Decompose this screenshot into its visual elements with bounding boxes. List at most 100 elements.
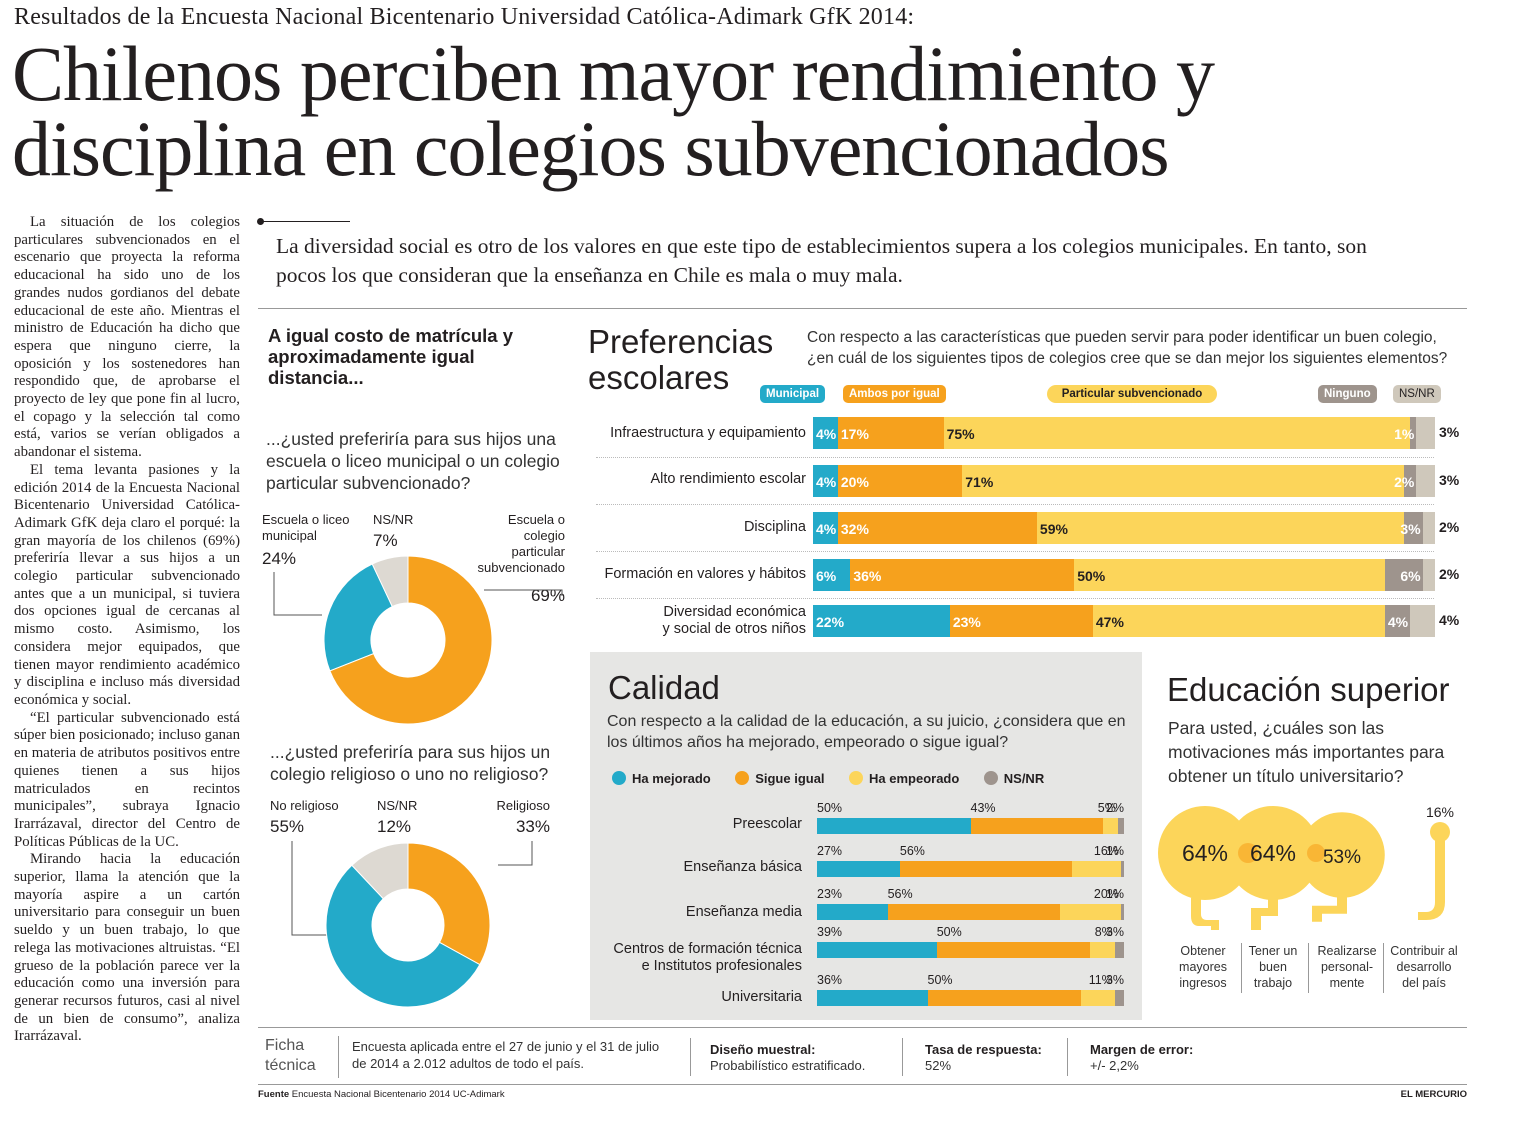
donut2-leader-right bbox=[498, 841, 533, 866]
educacion-category-line: mayores bbox=[1179, 960, 1227, 974]
calidad-bar-label: 23% bbox=[817, 887, 843, 901]
educacion-category-line: trabajo bbox=[1253, 976, 1293, 990]
calidad-category: Preescolar bbox=[732, 816, 802, 832]
educacion-category-line: ingresos bbox=[1179, 976, 1227, 990]
preferencias-title: Preferencias escolares bbox=[588, 324, 773, 396]
pref-bar-segment bbox=[1410, 605, 1435, 637]
calidad-title: Calidad bbox=[608, 669, 720, 706]
kicker: Resultados de la Encuesta Nacional Bicen… bbox=[14, 4, 915, 30]
legend-label: Ha mejorado bbox=[632, 771, 711, 786]
ficha-tasa-heading: Tasa de respuesta: bbox=[925, 1042, 1042, 1057]
calidad-bar-segment bbox=[887, 904, 1060, 920]
calidad-bar-label: 16% bbox=[1093, 844, 1119, 858]
educacion-value: 16% bbox=[1426, 805, 1454, 820]
body-paragraph: Mirando hacia la educación superior, lla… bbox=[14, 851, 240, 1045]
ficha-divider bbox=[902, 1038, 903, 1076]
legend-label: Ha empeorado bbox=[869, 771, 960, 786]
educacion-stem bbox=[1418, 840, 1445, 920]
calidad-bar-segment bbox=[817, 942, 937, 958]
pref-bar-label: 4% bbox=[1439, 612, 1460, 628]
pref-divider bbox=[596, 598, 1434, 599]
pref-bar-label: 2% bbox=[1439, 519, 1460, 535]
educacion-circle bbox=[1430, 822, 1450, 842]
educacion-category-line: desarrollo bbox=[1396, 960, 1452, 974]
legend-item: Ha empeorado bbox=[849, 771, 959, 786]
calidad-category-line: Centros de formación técnica bbox=[613, 941, 802, 957]
pref-bar-segment bbox=[813, 417, 838, 449]
educacion-overlap bbox=[1307, 844, 1325, 862]
donut1-label-municipal: Escuela o liceo municipal bbox=[262, 512, 350, 543]
legend-ambos: Ambos por igual bbox=[843, 385, 946, 403]
pref-bar-segment bbox=[850, 559, 1075, 591]
educacion-stem bbox=[1251, 898, 1278, 930]
donut1-slices bbox=[323, 555, 493, 725]
calidad-category: Centros de formación técnica e Instituto… bbox=[596, 941, 802, 975]
pref-bar-label: 3% bbox=[1400, 521, 1421, 537]
pref-bar-segment bbox=[837, 512, 1037, 544]
pref-category-line: y social de otros niños bbox=[662, 621, 806, 637]
calidad-category: Enseñanza media bbox=[685, 904, 802, 920]
legend-dot bbox=[983, 771, 998, 785]
pref-bar-segment bbox=[813, 465, 838, 497]
calidad-bar-segment bbox=[817, 861, 900, 877]
legend-item: NS/NR bbox=[983, 771, 1044, 786]
educacion-category: Obtener mayores ingresos bbox=[1168, 943, 1238, 991]
pref-bar-segment bbox=[1416, 465, 1435, 497]
fuente-label: Fuente bbox=[258, 1089, 290, 1100]
calidad-bar-segment bbox=[1090, 942, 1115, 958]
ficha-divider bbox=[338, 1036, 339, 1078]
pref-divider bbox=[596, 457, 1434, 458]
educacion-category-line: Realizarse bbox=[1317, 944, 1377, 958]
ficha-margen-heading: Margen de error: bbox=[1090, 1042, 1194, 1057]
pref-bar-segment bbox=[1074, 559, 1386, 591]
educacion-category-line: del país bbox=[1402, 976, 1446, 990]
pref-bar-label: 32% bbox=[840, 521, 869, 537]
calidad-bar-segment bbox=[1120, 861, 1124, 877]
calidad-bar-segment bbox=[1114, 942, 1124, 958]
preferencias-title-line-2: escolares bbox=[588, 359, 730, 396]
educacion-value: 53% bbox=[1323, 847, 1361, 868]
calidad-bar-label: 11% bbox=[1088, 973, 1113, 987]
calidad-bar-label: 50% bbox=[927, 973, 953, 987]
calidad-bar-label: 56% bbox=[887, 887, 913, 901]
donut2-value-nsnr: 12% bbox=[377, 817, 412, 836]
legend-dot bbox=[849, 771, 863, 785]
donut1-value-municipal: 24% bbox=[262, 549, 297, 568]
calidad-panel bbox=[590, 652, 1142, 1020]
donut1-label-subvencionado: Escuela o colegio particular subvenciona… bbox=[477, 512, 565, 575]
donut1-question: ...¿usted preferiría para sus hijos una … bbox=[266, 429, 560, 493]
donut2-label-religioso: Religioso bbox=[496, 798, 550, 813]
legend-dot bbox=[612, 771, 626, 785]
pref-bar-label: 50% bbox=[1077, 568, 1106, 584]
pref-bar-label: 4% bbox=[816, 426, 837, 442]
pref-bar-label: 47% bbox=[1095, 614, 1124, 630]
preferencias-question: Con respecto a las características que p… bbox=[807, 329, 1448, 367]
calidad-bar-segment bbox=[1059, 904, 1121, 920]
legend-ninguno: Ninguno bbox=[1318, 385, 1377, 403]
pref-bar-label: 75% bbox=[946, 426, 975, 442]
calidad-bar-segment bbox=[899, 861, 1072, 877]
educacion-circle bbox=[1226, 806, 1320, 900]
legend-dot bbox=[735, 771, 750, 785]
legend-particular: Particular subvencionado bbox=[1047, 385, 1217, 403]
pref-bar-segment bbox=[949, 605, 1093, 637]
divider bbox=[258, 308, 1467, 309]
ficha-margen-text: +/- 2,2% bbox=[1090, 1058, 1139, 1073]
pref-bar-label: 71% bbox=[965, 474, 994, 490]
pref-bar-segment bbox=[1385, 605, 1411, 637]
calidad-bar-label: 27% bbox=[817, 844, 843, 858]
pref-bar-label: 1% bbox=[1394, 426, 1415, 442]
headline: Chilenos perciben mayor rendimiento y di… bbox=[12, 35, 1215, 188]
pref-bar-label: 23% bbox=[952, 614, 981, 630]
pref-bar-segment bbox=[1092, 605, 1386, 637]
donut1-value-subvencionado: 69% bbox=[530, 586, 565, 605]
educacion-category-line: Tener un bbox=[1248, 944, 1298, 958]
ficha-label: Ficha técnica bbox=[265, 1037, 316, 1074]
pref-bar-label: 4% bbox=[1387, 614, 1409, 630]
pref-bar-segment bbox=[813, 605, 950, 637]
pref-category: Alto rendimiento escolar bbox=[650, 471, 806, 487]
donut2-question: ...¿usted preferiría para sus hijos un c… bbox=[270, 742, 551, 784]
calidad-bar-label: 56% bbox=[899, 844, 925, 858]
calidad-bar-segment bbox=[970, 818, 1103, 834]
calidad-bar-segment bbox=[927, 990, 1082, 1006]
